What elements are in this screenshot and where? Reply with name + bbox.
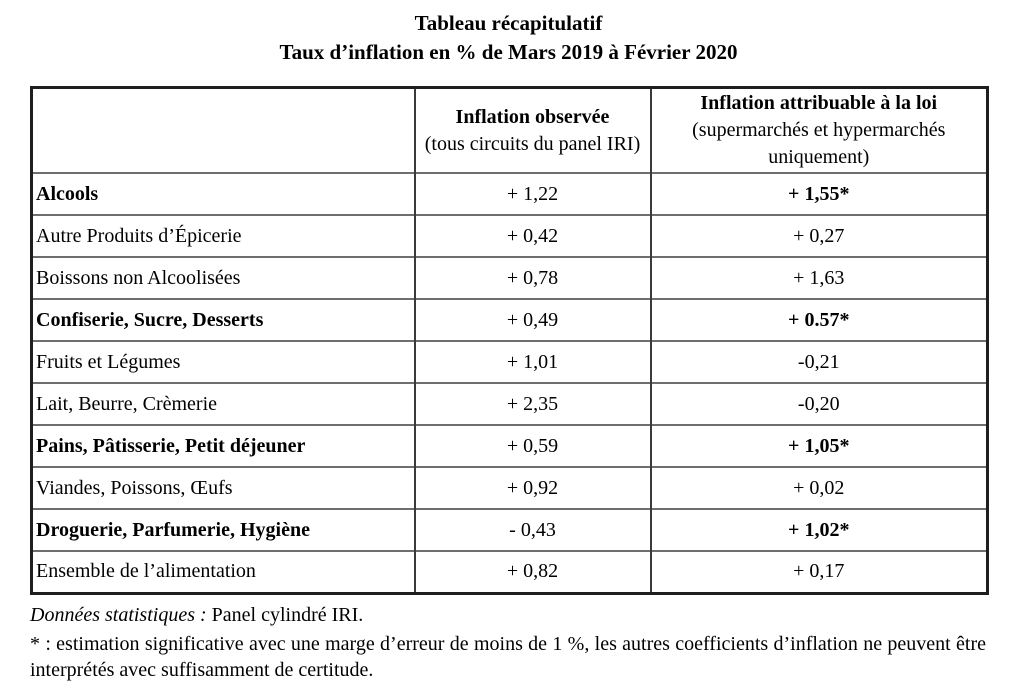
attributable-value-cell: + 1,05* [649, 424, 988, 467]
header-observed-title: Inflation observée [455, 105, 610, 128]
category-cell: Ensemble de l’alimentation [30, 550, 415, 593]
category-cell: Pains, Pâtisserie, Petit déjeuner [30, 424, 415, 467]
table-row: Fruits et Légumes + 1,01 -0,21 [30, 340, 988, 383]
header-attributable-cell: Inflation attribuable à la loi (supermar… [649, 86, 988, 173]
table-row: Droguerie, Parfumerie, Hygiène - 0,43 + 1,… [30, 508, 988, 551]
observed-value-cell: + 0,82 [413, 550, 651, 593]
observed-value-cell: + 1,22 [413, 172, 651, 215]
footnote: * : estimation significative avec une ma… [30, 632, 986, 681]
attributable-value-cell: + 0,27 [649, 214, 988, 257]
table-row: Boissons non Alcoolisées + 0,78 + 1,63 [30, 256, 988, 299]
header-category-cell [30, 86, 415, 173]
observed-value-cell: - 0,43 [413, 508, 651, 551]
observed-value-cell: + 0,42 [413, 214, 651, 257]
observed-value-cell: + 0,78 [413, 256, 651, 299]
table-row: Pains, Pâtisserie, Petit déjeuner + 0,59 +… [30, 424, 988, 467]
attributable-value-cell: + 1,55* [649, 172, 988, 215]
observed-value-cell: + 0,49 [413, 298, 651, 341]
header-observed-subtitle: (tous circuits du panel IRI) [424, 132, 641, 155]
header-attributable-subtitle: (supermarchés et hypermarchés uniquement… [692, 119, 946, 168]
category-cell: Boissons non Alcoolisées [30, 256, 415, 299]
observed-value-cell: + 2,35 [413, 382, 651, 425]
document-title: Tableau récapitulatif Taux d’inflation e… [0, 0, 1017, 67]
category-cell: Confiserie, Sucre, Desserts [30, 298, 415, 341]
header-attributable-title: Inflation attribuable à la loi [700, 92, 938, 114]
header-observed-cell: Inflation observée (tous circuits du pan… [413, 86, 651, 173]
title-line-2: Taux d’inflation en % de Mars 2019 à Fév… [279, 40, 738, 64]
table-row: Viandes, Poissons, Œufs + 0,92 + 0,02 [30, 466, 988, 509]
inflation-table: Inflation observée (tous circuits du pan… [30, 86, 989, 595]
observed-value-cell: + 0,59 [413, 424, 651, 467]
attributable-value-cell: + 0,02 [649, 466, 988, 509]
data-source-line: Données statistiques : Panel cylindré IR… [30, 602, 1017, 628]
attributable-value-cell: + 1,02* [649, 508, 988, 551]
table-row: Autre Produits d’Épicerie + 0,42 + 0,27 [30, 214, 988, 257]
category-cell: Viandes, Poissons, Œufs [30, 466, 415, 509]
table-row: Lait, Beurre, Crèmerie + 2,35 -0,20 [30, 382, 988, 425]
category-cell: Fruits et Légumes [30, 340, 415, 383]
source-value: Panel cylindré IRI. [211, 603, 364, 626]
source-label: Données statistiques : [30, 603, 207, 626]
observed-value-cell: + 1,01 [413, 340, 651, 383]
category-cell: Alcools [30, 172, 415, 215]
table-body: Alcools + 1,22 + 1,55* Autre Produits d’Épi… [30, 172, 988, 593]
table-row: Confiserie, Sucre, Desserts + 0,49 + 0.57* [30, 298, 988, 341]
attributable-value-cell: + 0.57* [649, 298, 988, 341]
title-line-1: Tableau récapitulatif [414, 11, 603, 35]
table-row: Alcools + 1,22 + 1,55* [30, 172, 988, 215]
attributable-value-cell: -0,21 [649, 340, 988, 383]
category-cell: Lait, Beurre, Crèmerie [30, 382, 415, 425]
attributable-value-cell: -0,20 [649, 382, 988, 425]
table-row: Ensemble de l’alimentation + 0,82 + 0,17 [30, 550, 988, 593]
header-row: Inflation observée (tous circuits du pan… [30, 86, 988, 173]
category-cell: Autre Produits d’Épicerie [30, 214, 415, 257]
category-cell: Droguerie, Parfumerie, Hygiène [30, 508, 415, 551]
observed-value-cell: + 0,92 [413, 466, 651, 509]
attributable-value-cell: + 1,63 [649, 256, 988, 299]
attributable-value-cell: + 0,17 [649, 550, 988, 593]
